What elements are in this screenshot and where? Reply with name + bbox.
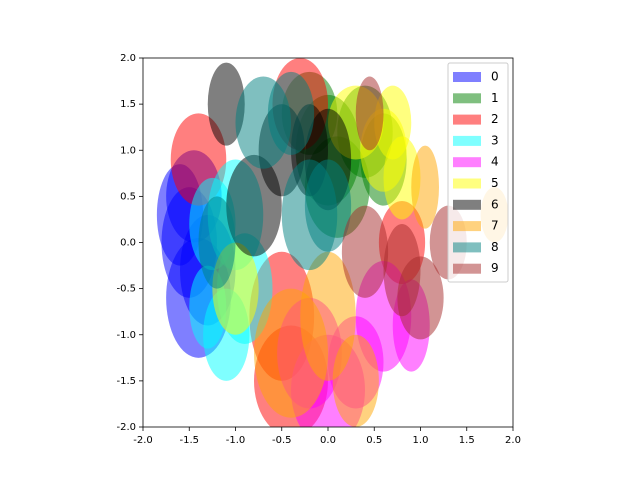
legend: 0 1 2 3 4 5 6 7 8 9 xyxy=(447,62,509,283)
x-tick-label: -1.5 xyxy=(179,435,199,446)
legend-swatch xyxy=(453,157,481,168)
legend-label: 4 xyxy=(491,155,499,169)
ellipse xyxy=(332,334,379,427)
x-tick-label: 1.0 xyxy=(413,435,429,446)
ellipse xyxy=(411,145,439,229)
y-tick-label: -0.5 xyxy=(116,284,136,295)
legend-swatch xyxy=(453,135,481,146)
legend-label: 9 xyxy=(491,261,499,275)
y-tick-label: 0.0 xyxy=(120,238,136,249)
x-tick-label: 1.5 xyxy=(459,435,475,446)
x-tick-label: 2.0 xyxy=(505,435,521,446)
y-tick-label: 1.0 xyxy=(120,145,136,156)
x-tick-label: -0.5 xyxy=(272,435,292,446)
ellipse xyxy=(207,62,245,146)
y-tick-label: 1.5 xyxy=(120,99,136,110)
legend-label: 3 xyxy=(491,133,499,147)
y-tick-label: 2.0 xyxy=(120,53,136,64)
y-tick-label: 0.5 xyxy=(120,191,136,202)
y-tick-label: -1.0 xyxy=(116,330,136,341)
x-tick-label: -1.0 xyxy=(226,435,246,446)
ellipse xyxy=(383,224,421,317)
x-tick-label: -2.0 xyxy=(133,435,153,446)
legend-label: 0 xyxy=(491,70,499,84)
legend-swatch xyxy=(453,221,481,232)
y-tick-label: -1.5 xyxy=(116,376,136,387)
legend-swatch xyxy=(453,199,481,210)
legend-swatch xyxy=(453,93,481,104)
y-tick-label: -2.0 xyxy=(116,422,136,433)
legend-swatch xyxy=(453,263,481,274)
ellipse xyxy=(355,76,384,151)
legend-swatch xyxy=(453,178,481,189)
legend-label: 7 xyxy=(491,219,499,233)
plot-area xyxy=(156,58,509,427)
ellipse xyxy=(267,71,315,155)
legend-label: 8 xyxy=(491,240,499,254)
legend-swatch xyxy=(453,72,481,82)
legend-swatch xyxy=(453,242,481,253)
ellipse xyxy=(341,205,389,298)
ellipse xyxy=(198,196,236,289)
ellipse xyxy=(226,154,282,257)
ellipse xyxy=(374,85,412,160)
legend-label: 2 xyxy=(491,112,499,126)
legend-label: 5 xyxy=(491,176,499,190)
legend-swatch xyxy=(453,114,481,125)
legend-label: 6 xyxy=(491,197,499,211)
legend-label: 1 xyxy=(491,91,499,105)
ellipse xyxy=(304,159,352,252)
x-tick-label: 0.0 xyxy=(320,435,336,446)
x-tick-label: 0.5 xyxy=(366,435,382,446)
